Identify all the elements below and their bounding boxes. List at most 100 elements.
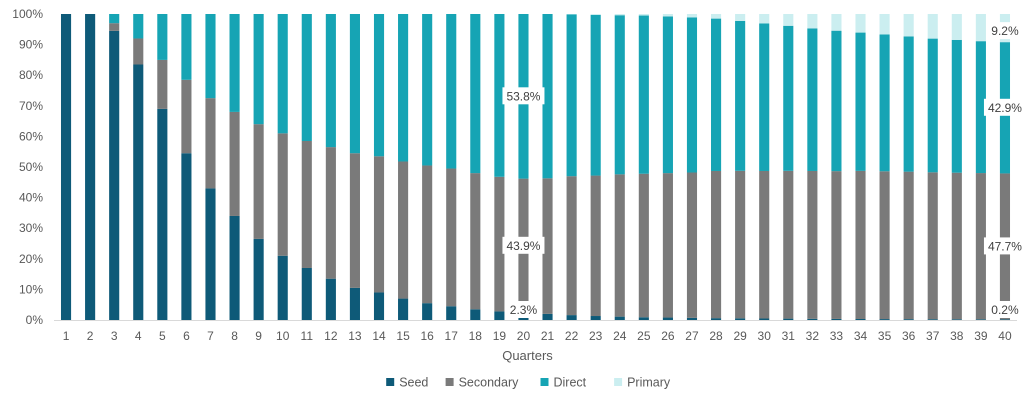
bar-direct-q3	[109, 14, 119, 23]
x-tick-label: 23	[589, 329, 603, 343]
x-tick-label: 11	[301, 329, 314, 343]
bar-secondary-q5	[157, 60, 167, 109]
legend-item-secondary: Secondary	[446, 376, 520, 390]
x-tick-label: 16	[420, 329, 434, 343]
bar-primary-q25	[639, 14, 649, 16]
y-tick-label: 60%	[19, 129, 43, 143]
bar-seed-q35	[880, 319, 890, 320]
bar-seed-q31	[783, 319, 793, 320]
legend-label: Secondary	[459, 376, 520, 390]
legend: Seed Secondary Direct Primary	[386, 376, 671, 390]
bar-primary-q38	[952, 14, 962, 40]
x-tick-label: 17	[445, 329, 459, 343]
bar-direct-q34	[855, 33, 865, 171]
bar-seed-q32	[807, 319, 817, 320]
bar-seed-q34	[855, 319, 865, 320]
bar-seed-q27	[687, 318, 697, 320]
bars-layer	[61, 14, 1010, 320]
data-label: 47.7%	[984, 237, 1024, 254]
bar-seed-q13	[350, 288, 360, 320]
x-tick-label: 38	[950, 329, 964, 343]
bar-primary-q39	[976, 14, 986, 41]
bar-seed-q14	[374, 292, 384, 320]
bar-primary-q32	[807, 14, 817, 28]
bar-secondary-q34	[855, 171, 865, 319]
data-label: 2.3%	[506, 301, 541, 318]
bar-direct-q10	[278, 14, 288, 133]
y-tick-label: 40%	[19, 191, 43, 205]
legend-item-direct: Direct	[541, 376, 587, 390]
bar-secondary-q22	[567, 176, 577, 315]
x-tick-label: 31	[782, 329, 796, 343]
legend-item-primary: Primary	[614, 376, 671, 390]
bar-secondary-q13	[350, 153, 360, 288]
x-tick-label: 26	[661, 329, 675, 343]
x-tick-label: 36	[902, 329, 916, 343]
bar-direct-q38	[952, 40, 962, 173]
bar-direct-q25	[639, 16, 649, 174]
x-tick-label: 19	[493, 329, 507, 343]
bar-secondary-q6	[181, 80, 191, 153]
x-tick-label: 24	[613, 329, 627, 343]
bar-direct-q32	[807, 28, 817, 171]
bar-seed-q4	[133, 64, 143, 320]
x-axis-title: Quarters	[502, 348, 553, 363]
x-tick-label: 9	[255, 329, 262, 343]
legend-swatch	[541, 378, 549, 386]
bar-direct-q5	[157, 14, 167, 60]
bar-direct-q14	[374, 14, 384, 156]
bar-secondary-q36	[904, 172, 914, 319]
bar-direct-q29	[735, 21, 745, 171]
bar-seed-q2	[85, 14, 95, 320]
bar-seed-q30	[759, 318, 769, 320]
bar-secondary-q10	[278, 133, 288, 255]
x-tick-label: 7	[207, 329, 214, 343]
x-tick-label: 32	[806, 329, 820, 343]
bar-seed-q17	[446, 306, 456, 320]
bar-seed-q19	[494, 311, 504, 320]
bar-seed-q24	[615, 317, 625, 320]
data-label: 42.9%	[984, 99, 1024, 116]
y-tick-label: 0%	[26, 313, 44, 327]
x-tick-label: 13	[348, 329, 362, 343]
bar-secondary-q18	[470, 173, 480, 309]
legend-item-seed: Seed	[386, 376, 428, 390]
bar-secondary-q24	[615, 174, 625, 316]
legend-swatch	[446, 378, 454, 386]
x-tick-label: 10	[276, 329, 290, 343]
bar-primary-q33	[831, 14, 841, 31]
bar-primary-q30	[759, 14, 769, 23]
bar-direct-q28	[711, 19, 721, 171]
bar-seed-q40	[1000, 319, 1010, 320]
bar-direct-q35	[880, 35, 890, 172]
y-tick-label: 50%	[19, 160, 43, 174]
bar-primary-q27	[687, 14, 697, 17]
bar-seed-q9	[254, 239, 264, 320]
bar-seed-q22	[567, 315, 577, 320]
bar-direct-q16	[422, 14, 432, 165]
x-tick-label: 6	[183, 329, 190, 343]
legend-label: Primary	[627, 376, 671, 390]
x-tick-label: 5	[159, 329, 166, 343]
bar-primary-q35	[880, 14, 890, 35]
bar-direct-q24	[615, 15, 625, 174]
bar-direct-q22	[567, 14, 577, 176]
bar-seed-q15	[398, 299, 408, 320]
data-label-text: 43.9%	[506, 239, 540, 253]
y-tick-label: 10%	[19, 282, 43, 296]
bar-direct-q7	[205, 14, 215, 98]
bar-seed-q10	[278, 256, 288, 320]
bar-seed-q36	[904, 319, 914, 320]
bar-direct-q11	[302, 14, 312, 141]
legend-swatch	[614, 378, 622, 386]
bar-seed-q21	[542, 314, 552, 320]
bar-seed-q6	[181, 153, 191, 320]
bar-secondary-q37	[928, 172, 938, 319]
legend-label: Seed	[399, 376, 428, 390]
legend-swatch	[386, 378, 394, 386]
data-label-text: 0.2%	[991, 303, 1019, 317]
bar-primary-q31	[783, 14, 793, 26]
bar-primary-q28	[711, 14, 721, 19]
data-label-text: 2.3%	[510, 303, 538, 317]
bar-seed-q3	[109, 31, 119, 320]
